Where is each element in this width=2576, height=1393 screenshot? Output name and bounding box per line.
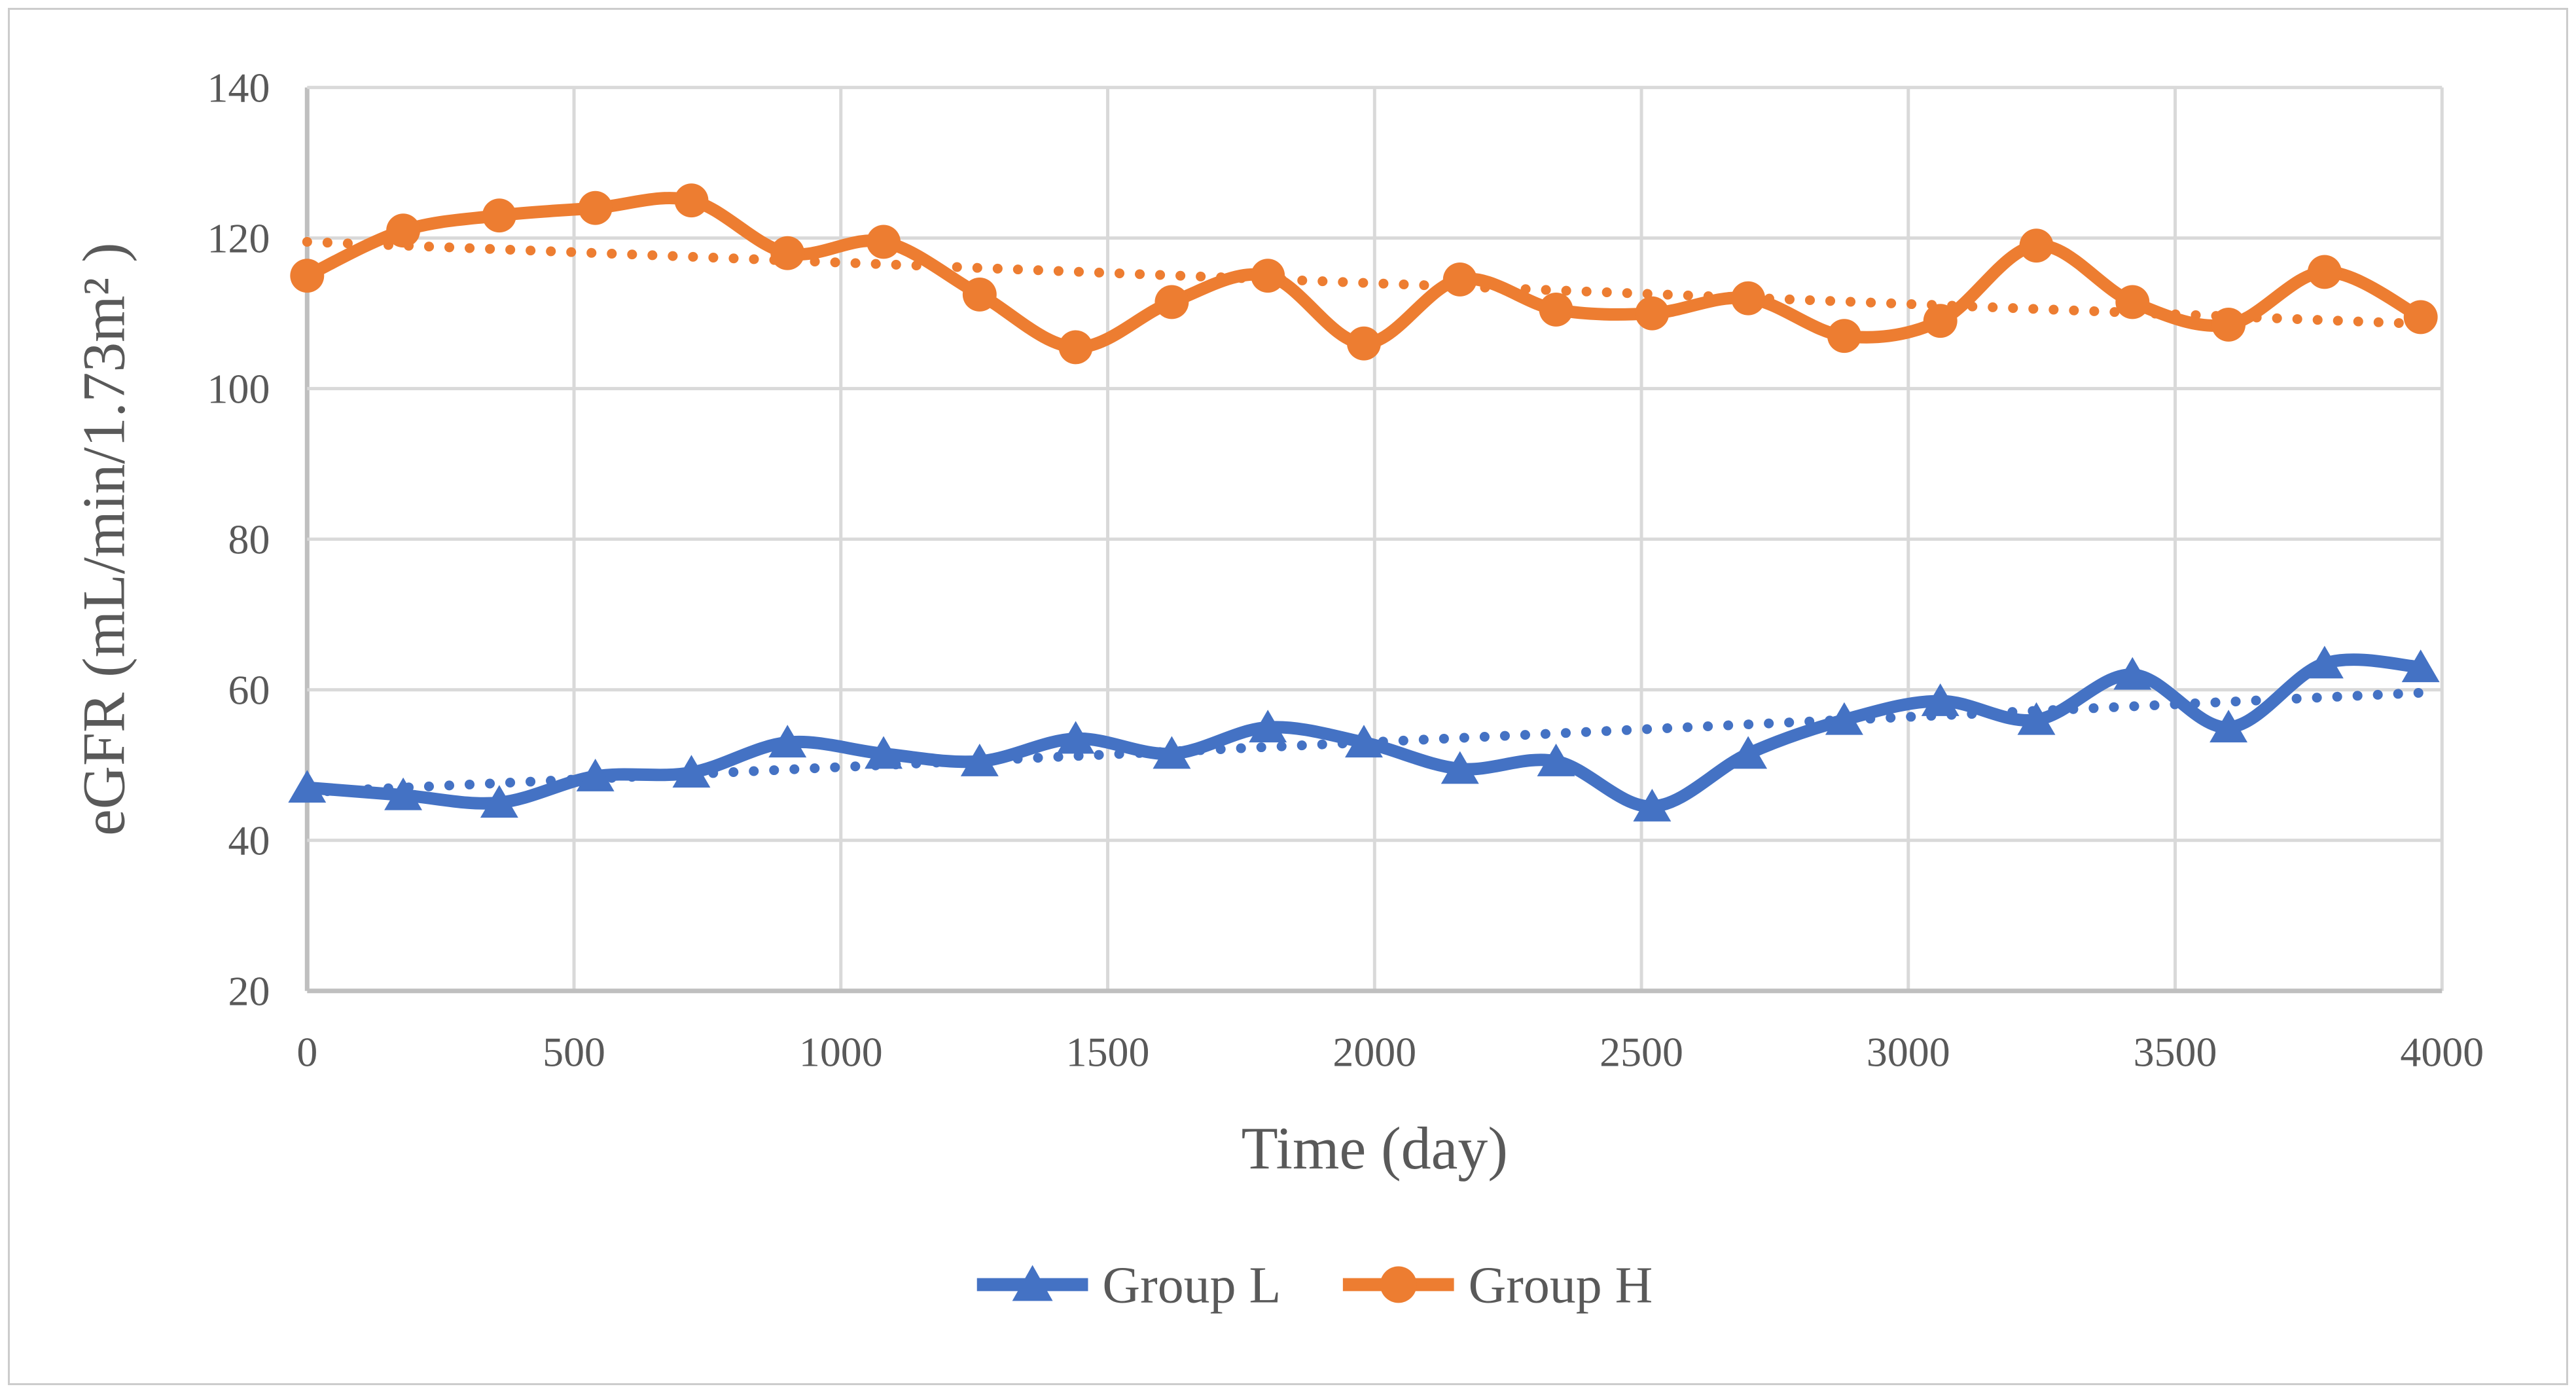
marker-circle [2019,228,2054,263]
marker-circle [1058,330,1093,365]
legend-label: Group H [1469,1256,1653,1314]
x-tick-label: 2000 [1333,1028,1416,1075]
line-group-h [300,192,2427,353]
marker-triangle [576,759,615,791]
marker-triangle [288,770,327,803]
marker-circle [1154,285,1189,319]
egfr-line-chart: 140 120 100 80 60 40 20 0 500 1000 1500 2000 2500 300… [71,65,2484,1314]
marker-triangle [2017,702,2056,735]
trendline-group-h [302,236,2426,329]
marker-circle [1827,319,1861,353]
marker-circle [770,236,805,270]
marker-triangle [2113,657,2152,690]
y-tick-label: 100 [207,366,270,412]
marker-circle [290,259,325,293]
y-tick-label: 40 [228,818,270,864]
chart-frame: 140 120 100 80 60 40 20 0 500 1000 1500 2000 2500 300… [8,8,2568,1385]
marker-triangle [960,744,999,776]
x-tick-label: 3000 [1867,1028,1950,1075]
y-tick-label: 120 [207,215,270,262]
marker-triangle [2209,710,2248,743]
marker-circle [2211,307,2246,342]
marker-circle [2307,255,2342,289]
marker-triangle [1921,683,1959,716]
marker-triangle [1153,736,1191,769]
marker-triangle [1729,736,1768,769]
marker-triangle [1249,710,1287,743]
marker-circle [1539,292,1573,327]
x-tick-label: 3500 [2134,1028,2217,1075]
marker-circle [2403,300,2438,335]
x-axis-title: Time (day) [1242,1115,1508,1182]
marker-circle [482,198,516,233]
marker-triangle [480,785,518,818]
marker-triangle [1345,725,1383,758]
marker-circle [1347,326,1381,361]
marker-circle [386,213,421,248]
legend-item-group-h: Group H [1342,1256,1653,1314]
legend-item-group-l: Group L [976,1256,1281,1314]
marker-circle [962,277,997,312]
x-tick-label: 1500 [1066,1028,1150,1075]
marker-triangle [768,725,807,758]
y-tick-label: 20 [228,968,270,1015]
marker-circle [578,190,613,225]
marker-triangle [672,755,711,788]
marker-triangle [1056,721,1095,754]
x-tick-label: 500 [543,1028,605,1075]
series-group-h [290,183,2438,365]
legend-marker-triangle [1012,1265,1053,1301]
marker-circle [1731,281,1766,316]
marker-circle [2115,285,2150,319]
marker-circle [674,183,709,218]
marker-circle [1251,259,1285,293]
marker-triangle [1440,751,1479,784]
x-tick-label: 4000 [2400,1028,2484,1075]
marker-circle [1442,262,1477,297]
y-tick-label: 140 [207,65,270,111]
marker-circle [1923,304,1958,338]
marker-triangle [384,777,423,810]
x-tick-label: 0 [296,1028,317,1075]
marker-triangle [1537,744,1575,776]
y-tick-label: 80 [228,516,270,563]
marker-triangle [2305,645,2344,679]
marker-triangle [1825,702,1863,735]
x-tick-label: 2500 [1600,1028,1683,1075]
y-tick-label: 60 [228,667,270,714]
marker-circle [1635,296,1670,331]
legend-marker-circle [1380,1266,1417,1303]
legend-label: Group L [1102,1256,1281,1314]
marker-triangle [2401,649,2440,683]
marker-circle [867,225,901,259]
marker-triangle [865,736,903,769]
y-axis-title: eGFR (mL/min/1.73m² ) [71,242,137,835]
series-group-l [288,645,2440,822]
marker-triangle [1633,789,1672,822]
x-tick-label: 1000 [799,1028,883,1075]
